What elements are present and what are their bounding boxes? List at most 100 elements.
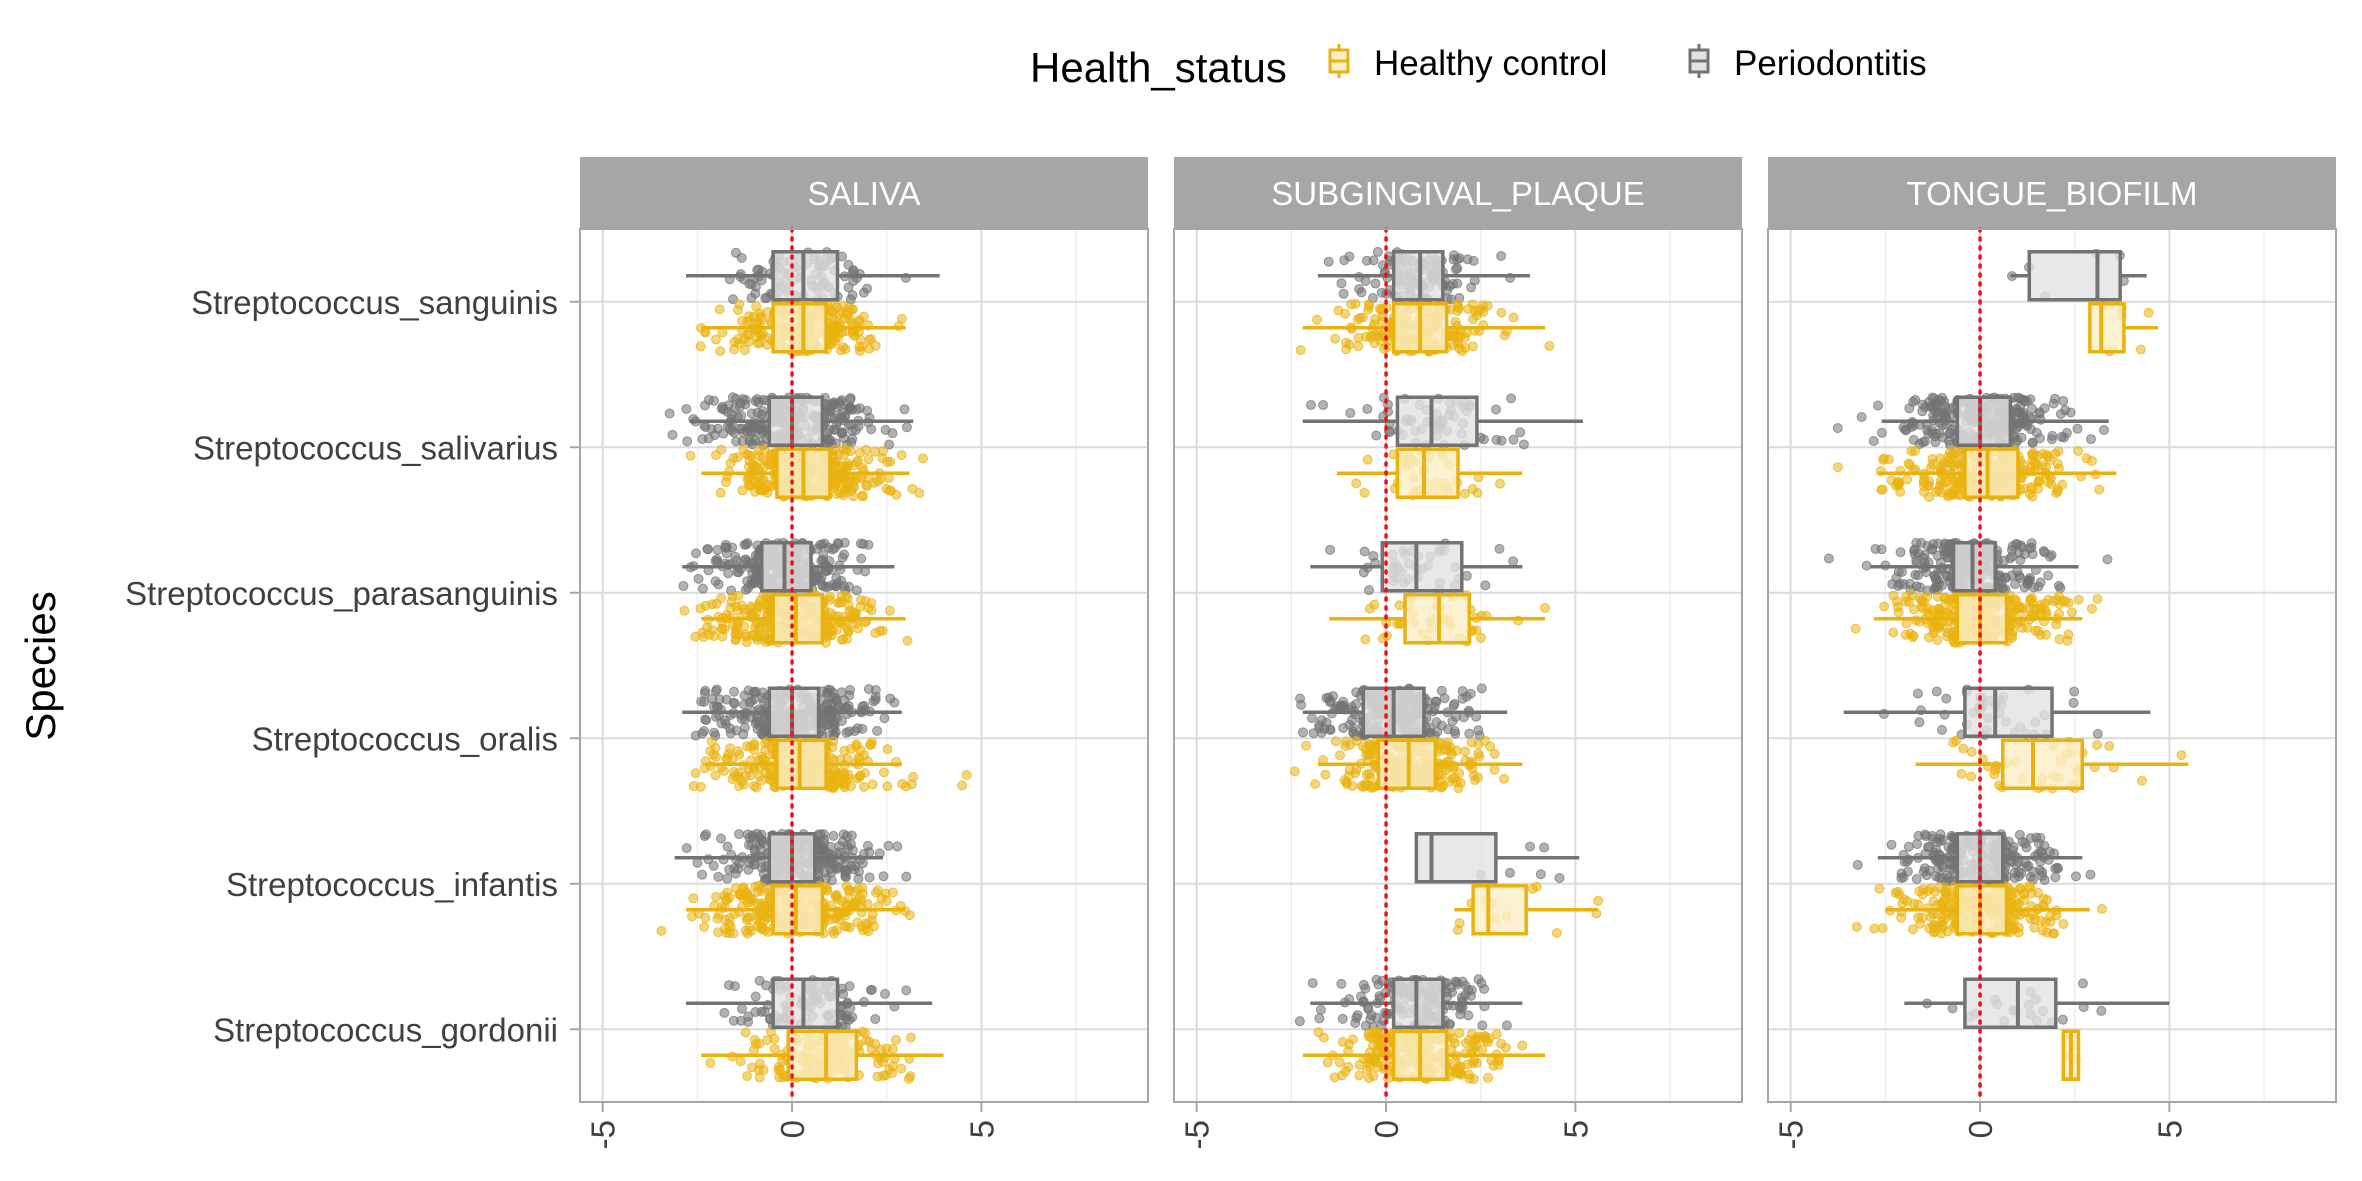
data-point <box>2027 491 2038 502</box>
data-point <box>730 629 741 640</box>
data-point <box>854 316 865 327</box>
data-point <box>852 773 863 784</box>
data-point <box>695 781 706 792</box>
data-point <box>1363 304 1374 315</box>
panel-background <box>580 229 1148 1102</box>
data-point <box>1371 974 1382 985</box>
data-point <box>719 890 730 901</box>
data-point <box>825 685 836 696</box>
data-point <box>1364 585 1375 596</box>
data-point <box>1539 602 1550 613</box>
data-point <box>883 840 894 851</box>
data-point <box>1499 773 1510 784</box>
data-point <box>1357 741 1368 752</box>
data-point <box>2052 484 2063 495</box>
data-point <box>1364 603 1375 614</box>
data-point <box>710 555 721 566</box>
data-point <box>864 1036 875 1047</box>
data-point <box>750 686 761 697</box>
data-point <box>1936 487 1947 498</box>
data-point <box>863 454 874 465</box>
data-point <box>736 776 747 787</box>
data-point <box>664 408 675 419</box>
data-point <box>737 485 748 496</box>
facet-label: TONGUE_BIOFILM <box>1907 175 2198 212</box>
data-point <box>849 726 860 737</box>
box-iqr <box>1380 541 1464 593</box>
box-iqr <box>786 1029 859 1081</box>
data-point <box>824 556 835 567</box>
data-point <box>2072 423 2083 434</box>
data-point <box>861 444 872 455</box>
data-point <box>721 927 732 938</box>
data-point <box>723 568 734 579</box>
data-point <box>774 1072 785 1083</box>
x-tick-label: 5 <box>1557 1120 1594 1138</box>
data-point <box>711 891 722 902</box>
data-point <box>1310 779 1321 790</box>
data-point <box>730 551 741 562</box>
data-point <box>851 896 862 907</box>
data-point <box>884 439 895 450</box>
data-point <box>695 341 706 352</box>
data-point <box>1491 434 1502 445</box>
data-point <box>855 745 866 756</box>
data-point <box>711 684 722 695</box>
data-point <box>1454 1028 1465 1039</box>
panel-tongue-biofilm: TONGUE_BIOFILM-5 0 5 <box>1767 157 2337 1149</box>
data-point <box>1371 1057 1382 1068</box>
data-point <box>2135 344 2146 355</box>
data-point <box>840 410 851 421</box>
data-point <box>1295 345 1306 356</box>
data-point <box>1313 1027 1324 1038</box>
data-point <box>880 988 891 999</box>
data-point <box>727 392 738 403</box>
data-point <box>733 305 744 316</box>
data-point <box>739 722 750 733</box>
data-point <box>740 925 751 936</box>
legend-title: Health_status <box>1030 44 1287 91</box>
data-point <box>843 600 854 611</box>
data-point <box>1340 337 1351 348</box>
data-point <box>1449 698 1460 709</box>
data-point <box>837 427 848 438</box>
data-point <box>700 912 711 923</box>
data-point <box>1354 1070 1365 1081</box>
box-iqr <box>1471 884 1528 936</box>
data-point <box>890 1034 901 1045</box>
data-point <box>705 746 716 757</box>
data-point <box>1306 713 1317 724</box>
data-point <box>1508 434 1519 445</box>
data-point <box>1930 437 1941 448</box>
data-point <box>1340 308 1351 319</box>
data-point <box>863 603 874 614</box>
data-point <box>729 981 740 992</box>
legend-entry: Periodontitis <box>1688 44 1927 83</box>
data-point <box>847 425 858 436</box>
data-point <box>875 474 886 485</box>
data-point <box>844 313 855 324</box>
data-point <box>1539 842 1550 853</box>
data-point <box>1527 883 1538 894</box>
data-point <box>865 985 876 996</box>
data-point <box>2058 395 2069 406</box>
data-point <box>1544 340 1555 351</box>
data-point <box>699 688 710 699</box>
data-point <box>753 445 764 456</box>
data-point <box>714 304 725 315</box>
data-point <box>754 436 765 447</box>
data-point <box>697 583 708 594</box>
data-point <box>1424 727 1435 738</box>
data-point <box>1462 254 1473 265</box>
box-iqr <box>767 395 825 447</box>
data-point <box>1489 748 1500 759</box>
data-point <box>872 1071 883 1082</box>
data-point <box>744 858 755 869</box>
data-point <box>2034 475 2045 486</box>
data-point <box>1316 715 1327 726</box>
data-point <box>851 585 862 596</box>
data-point <box>1501 1020 1512 1031</box>
data-point <box>756 829 767 840</box>
data-point <box>656 925 667 936</box>
data-point <box>1294 1016 1305 1027</box>
